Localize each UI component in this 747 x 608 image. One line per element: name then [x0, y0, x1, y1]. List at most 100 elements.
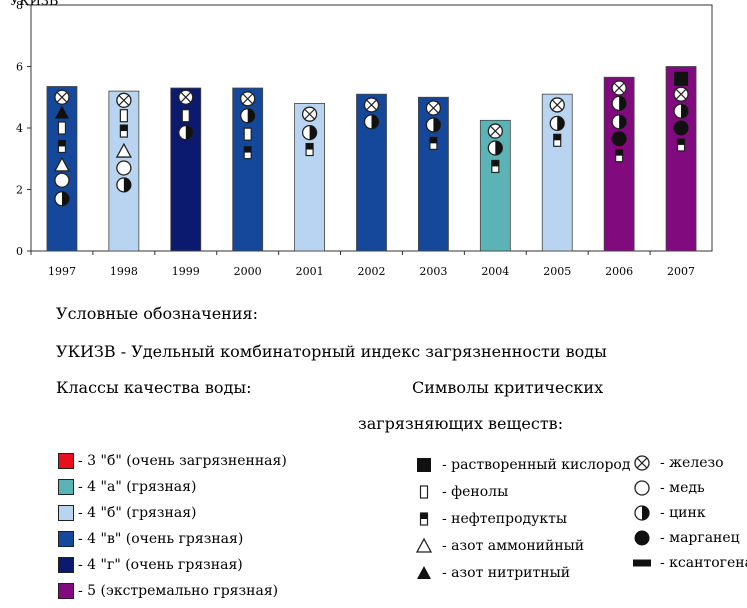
class-legend-label: - 3 "б" (очень загрязненная) [78, 453, 287, 469]
class-swatch [58, 583, 74, 599]
x-tick-label: 2000 [234, 265, 262, 278]
marker-zinc [549, 115, 565, 132]
symbol-legend-item: - медь [630, 478, 705, 498]
y-tick-label: 8 [16, 0, 23, 12]
class-swatch [58, 479, 74, 495]
marker-manganese [611, 131, 627, 147]
marker-zinc [301, 124, 318, 141]
marker-zinc [178, 124, 194, 141]
oil-icon [419, 512, 429, 526]
class-legend-item: - 4 "а" (грязная) [58, 479, 196, 495]
class-legend-label: - 4 "б" (грязная) [78, 505, 197, 521]
x-tick-label: 1999 [172, 265, 200, 278]
marker-zinc [116, 177, 132, 193]
iron-icon [634, 455, 650, 471]
class-legend-item: - 4 "в" (очень грязная) [58, 531, 243, 547]
oil-symbol [419, 512, 429, 526]
marker-iron [673, 86, 689, 102]
marker-nitrite [54, 105, 69, 119]
x-tick-label: 2006 [605, 265, 633, 278]
marker-oil [553, 133, 562, 147]
class-legend-label: - 4 "г" (очень грязная) [78, 557, 243, 573]
index-definition: УКИЗВ - Удельный комбинаторный индекс за… [56, 342, 607, 361]
marker-copper [116, 160, 132, 176]
symbol-legend-item: - ксантогенаты [630, 553, 747, 573]
symbol-legend-item: - азот нитритный [412, 563, 570, 583]
marker-iron [611, 80, 627, 96]
x-tick-label: 1998 [110, 265, 138, 278]
symbol-legend-label: - азот аммонийный [442, 538, 585, 554]
x-tick-label: 2002 [358, 265, 386, 278]
symbol-legend-item: - фенолы [412, 482, 508, 502]
marker-manganese [673, 120, 689, 136]
bar-2000 [232, 87, 264, 252]
marker-iron [54, 89, 70, 105]
symbol-legend-item: - азот аммонийный [412, 536, 584, 556]
marker-ammonium [115, 142, 132, 158]
marker-zinc [611, 95, 627, 112]
bar-chart: 0 2 4 6 8 1997 1998 1999 2000 2001 2002 2003 2004 200… [16, 0, 713, 278]
marker-zinc [54, 191, 70, 207]
xanthate-icon [633, 559, 651, 567]
x-tick-label: 2004 [481, 265, 509, 278]
symbols-title-line2: загрязняющих веществ: [358, 414, 564, 433]
marker-oil [429, 136, 438, 150]
class-legend-label: - 4 "в" (очень грязная) [78, 531, 244, 547]
symbols-title-line1: Символы критических [412, 378, 604, 397]
marker-zinc [425, 117, 442, 133]
marker-ammonium [53, 156, 71, 172]
class-swatch [58, 453, 74, 469]
y-tick-label: 0 [16, 245, 23, 258]
marker-zinc [363, 114, 380, 130]
y-axis-label: УКИЗВ [10, 0, 59, 9]
y-axis: 0 2 4 6 8 [16, 0, 31, 258]
class-swatch [58, 531, 74, 547]
bars [46, 66, 697, 252]
x-axis: 1997 1998 1999 2000 2001 2002 2003 2004 2005 2006… [30, 251, 695, 278]
symbol-legend-label: - фенолы [442, 484, 509, 500]
symbol-legend-label: - цинк [660, 505, 706, 521]
marker-oil [119, 124, 128, 138]
zinc-icon [634, 505, 650, 521]
class-legend-label: - 4 "а" (грязная) [78, 479, 197, 495]
xanthate-symbol [633, 559, 651, 567]
marker-iron [487, 123, 503, 139]
marker-oil [615, 149, 624, 163]
marker-iron [301, 106, 318, 122]
manganese-icon [634, 530, 650, 546]
marker-phenol [119, 109, 128, 123]
class-legend-item: - 4 "г" (очень грязная) [58, 557, 243, 573]
marker-zinc [487, 140, 503, 156]
marker-oil [676, 138, 686, 152]
y-tick-label: 6 [16, 61, 23, 74]
x-tick-label: 2005 [543, 265, 571, 278]
class-swatch [58, 557, 74, 573]
y-tick-label: 2 [16, 184, 23, 197]
marker-iron [240, 91, 256, 107]
marker-zinc [673, 103, 689, 119]
copper-symbol [634, 480, 650, 496]
symbol-legend-label: - марганец [660, 530, 740, 546]
marker-oxygen [674, 71, 689, 86]
x-tick-label: 2007 [667, 265, 695, 278]
marker-oil [57, 139, 67, 154]
marker-phenol [243, 127, 252, 141]
class-legend-item: - 5 (экстремально грязная) [58, 583, 278, 599]
symbol-legend-item: - нефтепродукты [412, 509, 567, 529]
marker-iron [549, 97, 565, 113]
symbol-legend-item: - цинк [630, 503, 706, 523]
marker-zinc [611, 114, 627, 130]
nitrite-icon [417, 566, 431, 579]
symbol-legend-label: - железо [660, 455, 724, 471]
marker-oil [305, 142, 314, 157]
bar-2004 [479, 119, 511, 252]
symbol-legend-label: - азот нитритный [442, 565, 571, 581]
marker-oil [491, 159, 500, 174]
oxygen-icon [417, 458, 431, 472]
class-legend-item: - 4 "б" (грязная) [58, 505, 197, 521]
pollutant-markers [53, 71, 689, 207]
phenol-icon [419, 485, 429, 499]
classes-title: Классы качества воды: [56, 378, 252, 397]
symbol-legend-label: - ксантогенаты [660, 555, 747, 571]
x-tick-label: 1997 [48, 265, 76, 278]
